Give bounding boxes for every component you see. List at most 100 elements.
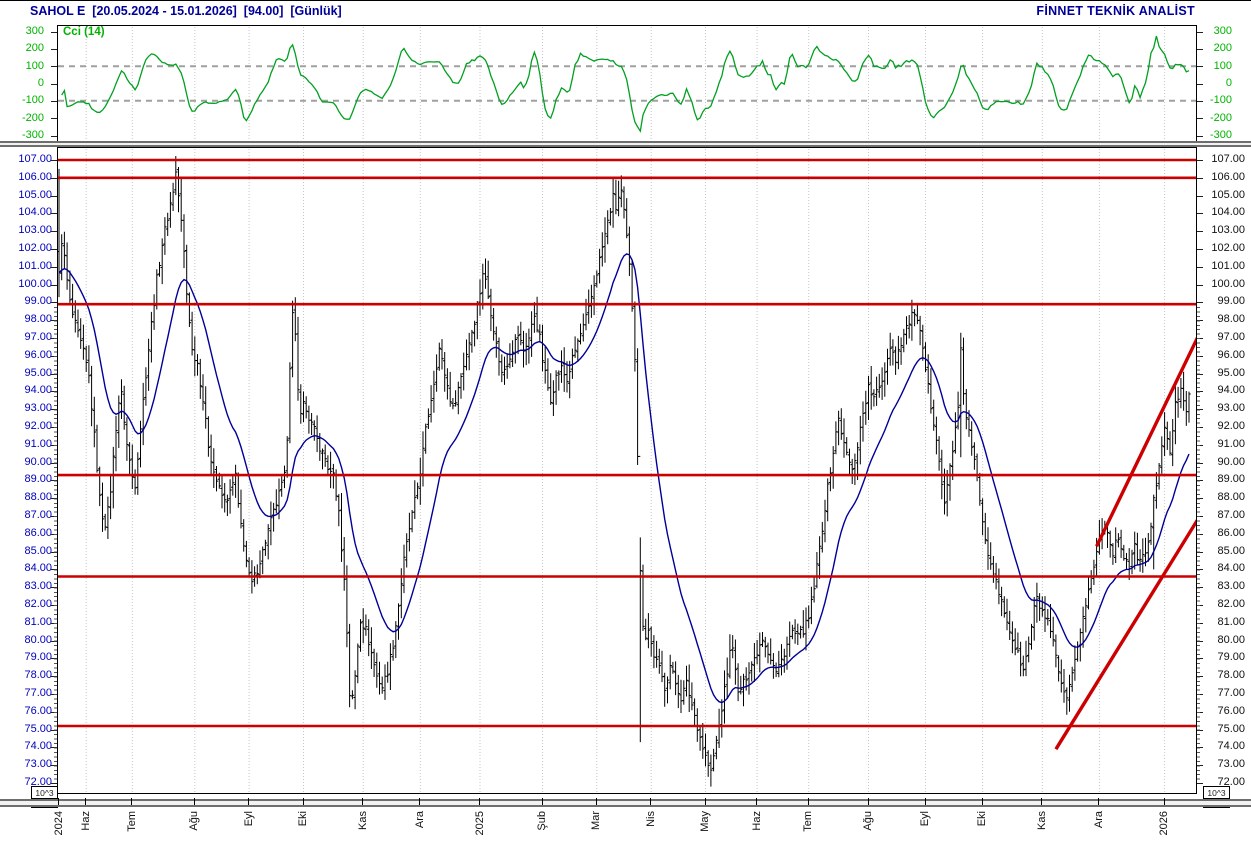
time-axis-label: Eyl xyxy=(919,811,931,827)
price-axis-tick xyxy=(1197,605,1203,606)
cci-axis-tick xyxy=(1197,48,1203,50)
cci-axis-right-label: 100 xyxy=(1213,59,1232,72)
time-axis-label: Haz xyxy=(750,811,763,831)
price-axis-tick xyxy=(1197,302,1203,304)
cci-axis-left-label: -100 xyxy=(21,94,44,107)
price-axis-tick xyxy=(1197,533,1203,535)
time-axis-label: Eki xyxy=(976,811,989,827)
price-axis-left-label: 84.00 xyxy=(24,562,52,575)
price-axis-left-label: 82.00 xyxy=(24,598,52,610)
price-axis-tick xyxy=(1197,622,1203,624)
time-axis-tick xyxy=(541,798,543,805)
price-panel xyxy=(57,147,1197,794)
time-axis-tick xyxy=(650,798,652,805)
price-axis-right-label: 103.00 xyxy=(1211,224,1245,237)
cci-axis-tick xyxy=(51,66,57,68)
price-axis-left-label: 92.00 xyxy=(24,420,52,432)
price-axis-tick xyxy=(1197,694,1203,695)
cci-axis-left-label: 300 xyxy=(25,25,44,37)
price-axis-tick xyxy=(1197,160,1203,161)
price-axis-left-label: 90.00 xyxy=(24,455,52,468)
cci-axis-tick xyxy=(1197,83,1203,85)
cci-axis-left-label: -200 xyxy=(21,111,44,124)
price-axis-tick xyxy=(51,213,57,215)
time-axis-label: 2025 xyxy=(473,811,486,836)
time-axis-label: Eyl xyxy=(242,811,255,827)
price-axis-tick xyxy=(1197,783,1203,784)
price-axis-right-label: 76.00 xyxy=(1217,704,1245,717)
price-axis-tick xyxy=(51,783,57,784)
price-axis-left-label: 103.00 xyxy=(18,224,52,237)
price-axis-left-label: 83.00 xyxy=(24,580,52,593)
scale-box-left: 10^3 xyxy=(31,786,58,799)
price-axis-right-label: 90.00 xyxy=(1217,455,1245,468)
time-axis-tick xyxy=(807,798,809,805)
time-axis-tick xyxy=(924,798,926,805)
time-axis-label: Tem xyxy=(125,811,138,832)
price-axis-left-label: 99.00 xyxy=(24,295,52,308)
price-axis-right-label: 75.00 xyxy=(1217,722,1245,735)
price-axis-left-label: 95.00 xyxy=(24,366,52,379)
price-axis-right-label: 105.00 xyxy=(1211,188,1245,201)
price-axis-tick xyxy=(1197,409,1203,411)
price-axis-right-label: 89.00 xyxy=(1217,473,1245,486)
time-axis-tick xyxy=(419,798,421,805)
chart-title: SAHOL E [20.05.2024 - 15.01.2026] [94.00… xyxy=(30,4,342,18)
time-axis-label: Tem xyxy=(802,811,815,832)
cci-axis-tick xyxy=(1197,31,1203,33)
price-axis-left-label: 79.00 xyxy=(24,651,52,664)
price-axis-right-label: 80.00 xyxy=(1217,633,1245,646)
cci-axis-tick xyxy=(51,100,57,102)
price-axis-right-label: 72.00 xyxy=(1217,776,1245,788)
price-axis-right-label: 95.00 xyxy=(1217,366,1245,379)
price-axis-left-label: 107.00 xyxy=(18,153,52,165)
price-axis-tick xyxy=(1197,213,1203,215)
price-axis-tick xyxy=(1197,711,1203,713)
price-axis-left-label: 94.00 xyxy=(24,384,52,397)
cci-axis-left-label: 100 xyxy=(25,59,44,72)
price-axis-tick xyxy=(51,249,57,250)
price-axis-tick xyxy=(1197,320,1203,322)
price-axis-left-label: 102.00 xyxy=(18,242,52,254)
price-axis-tick xyxy=(51,177,57,179)
price-chart[interactable] xyxy=(58,148,1196,793)
time-axis-label: Şub xyxy=(536,811,548,831)
price-axis-tick xyxy=(1197,480,1203,482)
price-axis-right-label: 77.00 xyxy=(1217,687,1245,699)
price-axis-right-label: 93.00 xyxy=(1217,402,1245,415)
panel-splitter-top[interactable] xyxy=(0,141,1251,147)
time-axis-tick xyxy=(595,798,597,805)
price-axis-right-label: 83.00 xyxy=(1217,580,1245,593)
price-axis-right-label: 86.00 xyxy=(1217,526,1245,539)
time-axis-tick xyxy=(867,798,869,805)
price-axis-right-label: 78.00 xyxy=(1217,669,1245,682)
price-axis-right-label: 107.00 xyxy=(1211,153,1245,165)
price-axis-tick xyxy=(1197,338,1203,339)
price-axis-right-label: 94.00 xyxy=(1217,384,1245,397)
price-axis-left-label: 89.00 xyxy=(24,473,52,486)
time-axis-label: 2026 xyxy=(1158,811,1171,836)
time-axis-tick xyxy=(58,798,59,805)
price-axis-tick xyxy=(1197,355,1203,357)
time-axis-label: Eki xyxy=(297,811,309,827)
price-axis-left-label: 97.00 xyxy=(24,331,52,343)
cci-axis-tick xyxy=(1197,135,1203,137)
price-axis-left-label: 101.00 xyxy=(18,259,52,272)
price-axis-tick xyxy=(1197,249,1203,250)
price-axis-minor-ticks xyxy=(1197,307,1200,783)
price-axis-tick xyxy=(51,302,57,304)
price-axis-right-label: 82.00 xyxy=(1217,598,1245,610)
price-axis-tick xyxy=(51,231,57,233)
cci-axis-right-label: -200 xyxy=(1209,111,1232,124)
panel-splitter-bottom[interactable] xyxy=(0,799,1251,807)
cci-axis-tick xyxy=(1197,118,1203,120)
price-axis-right-label: 101.00 xyxy=(1211,259,1245,272)
price-axis-tick xyxy=(51,160,57,161)
cci-axis-tick xyxy=(1197,100,1203,102)
price-axis-tick xyxy=(1197,498,1203,500)
cci-chart[interactable] xyxy=(58,26,1196,141)
price-axis-right-label: 91.00 xyxy=(1217,437,1245,450)
scale-box-right: 10^3 xyxy=(1203,786,1230,799)
cci-axis-right-label: -300 xyxy=(1209,129,1232,141)
